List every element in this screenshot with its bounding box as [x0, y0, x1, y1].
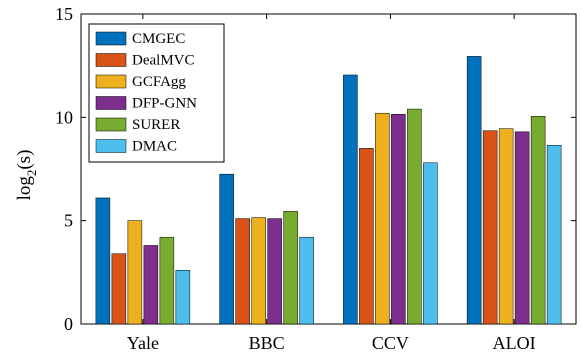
legend: CMGEC DealMVC GCFAgg DFP-GNN SURER DMAC: [88, 23, 225, 163]
bar-cmgec-yale: [95, 197, 111, 325]
bar-dealmvc-yale: [111, 253, 127, 325]
y-axis-label: log2(s): [14, 150, 39, 201]
bar-cmgec-bbc: [219, 173, 234, 325]
legend-label-dmac: DMAC: [132, 139, 177, 155]
y-tick-label: 0: [64, 314, 73, 334]
bar-cmgec-ccv: [343, 74, 358, 325]
legend-swatch-dmac: [95, 139, 127, 153]
legend-label-dealmvc: DealMVC: [132, 53, 195, 69]
legend-swatch-gcfagg: [95, 74, 127, 89]
bar-surer-ccv: [407, 108, 422, 325]
y-axis-label-unit: (s): [14, 150, 35, 170]
bar-dfp-gnn-bbc: [267, 218, 282, 325]
x-tick-label: ALOI: [493, 333, 536, 353]
y-axis-label-subscript: 2: [24, 170, 39, 177]
bar-dfp-gnn-aloi: [514, 131, 530, 325]
bar-surer-yale: [159, 236, 175, 325]
bar-dmac-yale: [175, 270, 191, 325]
x-tick-label: Yale: [127, 333, 159, 353]
bar-series-group: [95, 56, 562, 325]
bar-dfp-gnn-yale: [143, 245, 159, 325]
legend-swatch-cmgec: [95, 31, 127, 46]
bar-dealmvc-aloi: [482, 130, 498, 325]
bar-dfp-gnn-ccv: [391, 113, 406, 325]
y-tick-label: 15: [55, 4, 73, 24]
x-axis-ticks: Yale BBC CCV ALOI: [127, 14, 536, 353]
bar-surer-aloi: [530, 116, 546, 325]
bar-gcfagg-bbc: [251, 217, 266, 325]
legend-swatch-dfp-gnn: [95, 96, 127, 110]
legend-label-surer: SURER: [132, 117, 180, 133]
legend-swatch-surer: [95, 117, 127, 132]
y-axis-label-base: log: [14, 176, 35, 201]
legend-swatch-dealmvc: [95, 53, 127, 67]
legend-label-cmgec: CMGEC: [132, 31, 185, 47]
plot-area-frame: [80, 13, 577, 325]
bar-gcfagg-yale: [127, 220, 143, 325]
y-axis-ticks: 0 5 10 15: [55, 4, 576, 334]
legend-box: [88, 23, 225, 163]
bar-dealmvc-ccv: [359, 148, 374, 325]
bar-gcfagg-ccv: [375, 112, 390, 325]
plot-axes: [80, 13, 577, 325]
y-tick-label: 10: [55, 107, 73, 127]
bar-cmgec-aloi: [466, 56, 482, 325]
legend-label-dfp-gnn: DFP-GNN: [132, 96, 197, 112]
bar-surer-bbc: [283, 211, 298, 325]
bar-dmac-ccv: [423, 162, 438, 325]
bar-dmac-bbc: [299, 236, 314, 325]
x-tick-label: BBC: [249, 333, 285, 353]
bar-dealmvc-bbc: [235, 218, 250, 325]
y-tick-label: 5: [64, 211, 73, 231]
x-tick-label: CCV: [372, 333, 409, 353]
bar-dmac-aloi: [546, 144, 562, 325]
bar-gcfagg-aloi: [498, 128, 514, 325]
legend-label-gcfagg: GCFAgg: [132, 74, 186, 90]
